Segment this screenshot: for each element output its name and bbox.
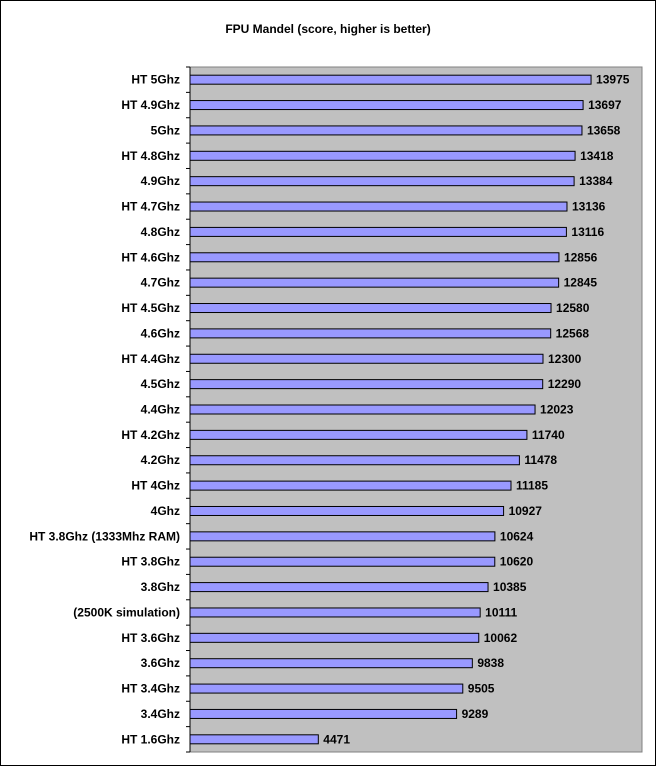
data-label: 12290	[548, 377, 582, 391]
category-label: HT 4.6Ghz	[121, 250, 180, 264]
data-label: 10062	[484, 631, 518, 645]
data-label: 11185	[516, 479, 548, 493]
data-label: 4471	[323, 732, 350, 746]
data-label: 10385	[493, 580, 527, 594]
category-label: 4.8Ghz	[141, 225, 180, 239]
chart-title: FPU Mandel (score, higher is better)	[225, 22, 431, 36]
data-label: 12568	[556, 326, 590, 340]
data-label: 13418	[580, 149, 614, 163]
data-label: 12300	[548, 352, 582, 366]
bar	[189, 708, 458, 719]
bar	[189, 353, 544, 364]
data-label: 13384	[579, 174, 613, 188]
data-label: 12023	[540, 403, 574, 417]
bar	[189, 277, 560, 288]
bar	[189, 455, 520, 466]
category-label: 4.2Ghz	[141, 453, 180, 467]
bar	[189, 556, 496, 567]
data-label: 9289	[462, 707, 489, 721]
category-label: 3.8Ghz	[141, 580, 180, 594]
category-label: HT 5Ghz	[131, 73, 180, 87]
category-label: HT 4.5Ghz	[121, 301, 180, 315]
bar	[189, 683, 464, 694]
bar	[189, 252, 560, 263]
category-label: 4Ghz	[151, 504, 180, 518]
bar	[189, 303, 552, 314]
bar	[189, 582, 489, 593]
data-label: 10111	[485, 605, 517, 619]
data-label: 13116	[571, 225, 604, 239]
bar	[189, 74, 592, 85]
bar	[189, 404, 536, 415]
bar	[189, 176, 575, 187]
bar	[189, 429, 528, 440]
category-label: 4.4Ghz	[141, 403, 180, 417]
data-label: 11740	[532, 428, 565, 442]
category-label: HT 4Ghz	[131, 479, 180, 493]
category-label: HT 4.7Ghz	[121, 200, 180, 214]
data-label: 9505	[468, 682, 495, 696]
bar	[189, 531, 496, 542]
data-label: 10927	[509, 504, 543, 518]
category-label: 3.6Ghz	[141, 656, 180, 670]
data-label: 12856	[564, 250, 598, 264]
bar	[189, 734, 319, 745]
data-label: 9838	[477, 656, 504, 670]
category-label: 4.6Ghz	[141, 326, 180, 340]
category-label: 4.5Ghz	[141, 377, 180, 391]
category-label: HT 3.6Ghz	[121, 631, 180, 645]
bar	[189, 658, 473, 669]
bar	[189, 505, 505, 516]
category-label: HT 4.2Ghz	[121, 428, 180, 442]
data-label: 13975	[596, 73, 630, 87]
data-label: 13697	[588, 98, 622, 112]
data-label: 12845	[564, 276, 598, 290]
category-label: 5Ghz	[151, 123, 180, 137]
data-label: 12580	[556, 301, 590, 315]
category-label: HT 4.4Ghz	[121, 352, 180, 366]
bar	[189, 480, 512, 491]
bar	[189, 632, 480, 643]
bar	[189, 379, 544, 390]
category-label: (2500K simulation)	[73, 605, 180, 619]
data-label: 11478	[524, 453, 557, 467]
data-label: 10620	[500, 555, 534, 569]
bar	[189, 226, 567, 237]
category-label: 4.7Ghz	[141, 276, 180, 290]
data-label: 10624	[500, 529, 534, 543]
bar	[189, 100, 584, 111]
bar	[189, 201, 568, 212]
category-label: HT 4.8Ghz	[121, 149, 180, 163]
category-label: HT 3.8Ghz	[121, 555, 180, 569]
bar	[189, 328, 552, 339]
category-label: HT 3.4Ghz	[121, 682, 180, 696]
category-label: HT 4.9Ghz	[121, 98, 180, 112]
bar	[189, 150, 576, 161]
category-label: 3.4Ghz	[141, 707, 180, 721]
category-label: HT 1.6Ghz	[121, 732, 180, 746]
bar	[189, 125, 583, 136]
data-label: 13658	[587, 123, 621, 137]
category-label: 4.9Ghz	[141, 174, 180, 188]
bar	[189, 607, 481, 618]
category-label: HT 3.8Ghz (1333Mhz RAM)	[29, 529, 180, 543]
data-label: 13136	[572, 200, 606, 214]
